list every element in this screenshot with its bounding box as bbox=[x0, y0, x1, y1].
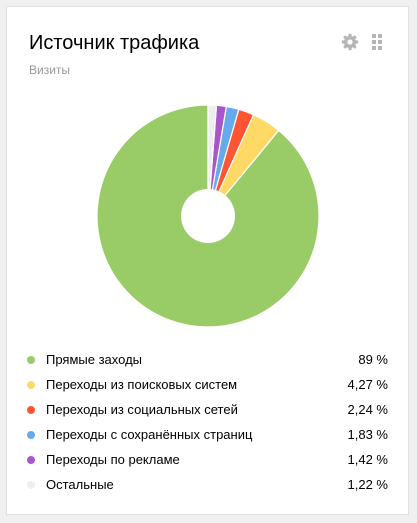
legend-label: Переходы из поисковых систем bbox=[46, 377, 238, 392]
donut-chart bbox=[96, 104, 320, 328]
pie-slice-other[interactable] bbox=[207, 104, 218, 217]
widget-toolbar bbox=[341, 33, 386, 51]
donut-hole bbox=[181, 189, 235, 243]
legend-label: Переходы с сохранённых страниц bbox=[46, 427, 253, 442]
legend-item-social[interactable]: Переходы из социальных сетей 2,24 % bbox=[27, 397, 388, 422]
legend-marker bbox=[27, 430, 35, 439]
legend-label: Прямые заходы bbox=[46, 352, 143, 367]
legend-marker bbox=[27, 405, 35, 414]
legend-item-ads[interactable]: Переходы по рекламе 1,42 % bbox=[27, 447, 388, 472]
legend-value: 1,83 % bbox=[347, 427, 388, 442]
drag-handle-icon[interactable] bbox=[368, 33, 386, 51]
legend-label: Переходы из социальных сетей bbox=[46, 402, 238, 417]
legend-label: Переходы по рекламе bbox=[46, 452, 180, 467]
legend-item-saved-pages[interactable]: Переходы с сохранённых страниц 1,83 % bbox=[27, 422, 388, 447]
legend-value: 1,22 % bbox=[347, 477, 388, 492]
legend-label: Остальные bbox=[46, 477, 114, 492]
legend-item-other[interactable]: Остальные 1,22 % bbox=[27, 472, 388, 497]
gear-icon[interactable] bbox=[341, 33, 359, 51]
legend-value: 4,27 % bbox=[347, 377, 388, 392]
chart-legend: Прямые заходы 89 % Переходы из поисковых с… bbox=[27, 347, 388, 497]
legend-item-direct[interactable]: Прямые заходы 89 % bbox=[27, 347, 388, 372]
traffic-source-widget: Источник трафика Визиты Прямые заходы 89 … bbox=[6, 6, 409, 515]
legend-value: 2,24 % bbox=[347, 402, 388, 417]
legend-marker bbox=[27, 480, 35, 489]
legend-marker bbox=[27, 455, 35, 464]
legend-value: 89 % bbox=[358, 352, 388, 367]
widget-subtitle: Визиты bbox=[29, 63, 71, 77]
legend-item-search[interactable]: Переходы из поисковых систем 4,27 % bbox=[27, 372, 388, 397]
legend-marker bbox=[27, 355, 35, 364]
widget-title: Источник трафика bbox=[29, 32, 200, 54]
legend-value: 1,42 % bbox=[347, 452, 388, 467]
legend-marker bbox=[27, 380, 35, 389]
